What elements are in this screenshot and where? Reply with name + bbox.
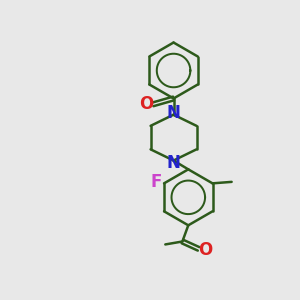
Text: N: N <box>167 103 181 122</box>
Text: F: F <box>150 173 161 191</box>
Text: O: O <box>139 95 154 113</box>
Text: O: O <box>198 241 212 259</box>
Text: N: N <box>167 154 181 172</box>
